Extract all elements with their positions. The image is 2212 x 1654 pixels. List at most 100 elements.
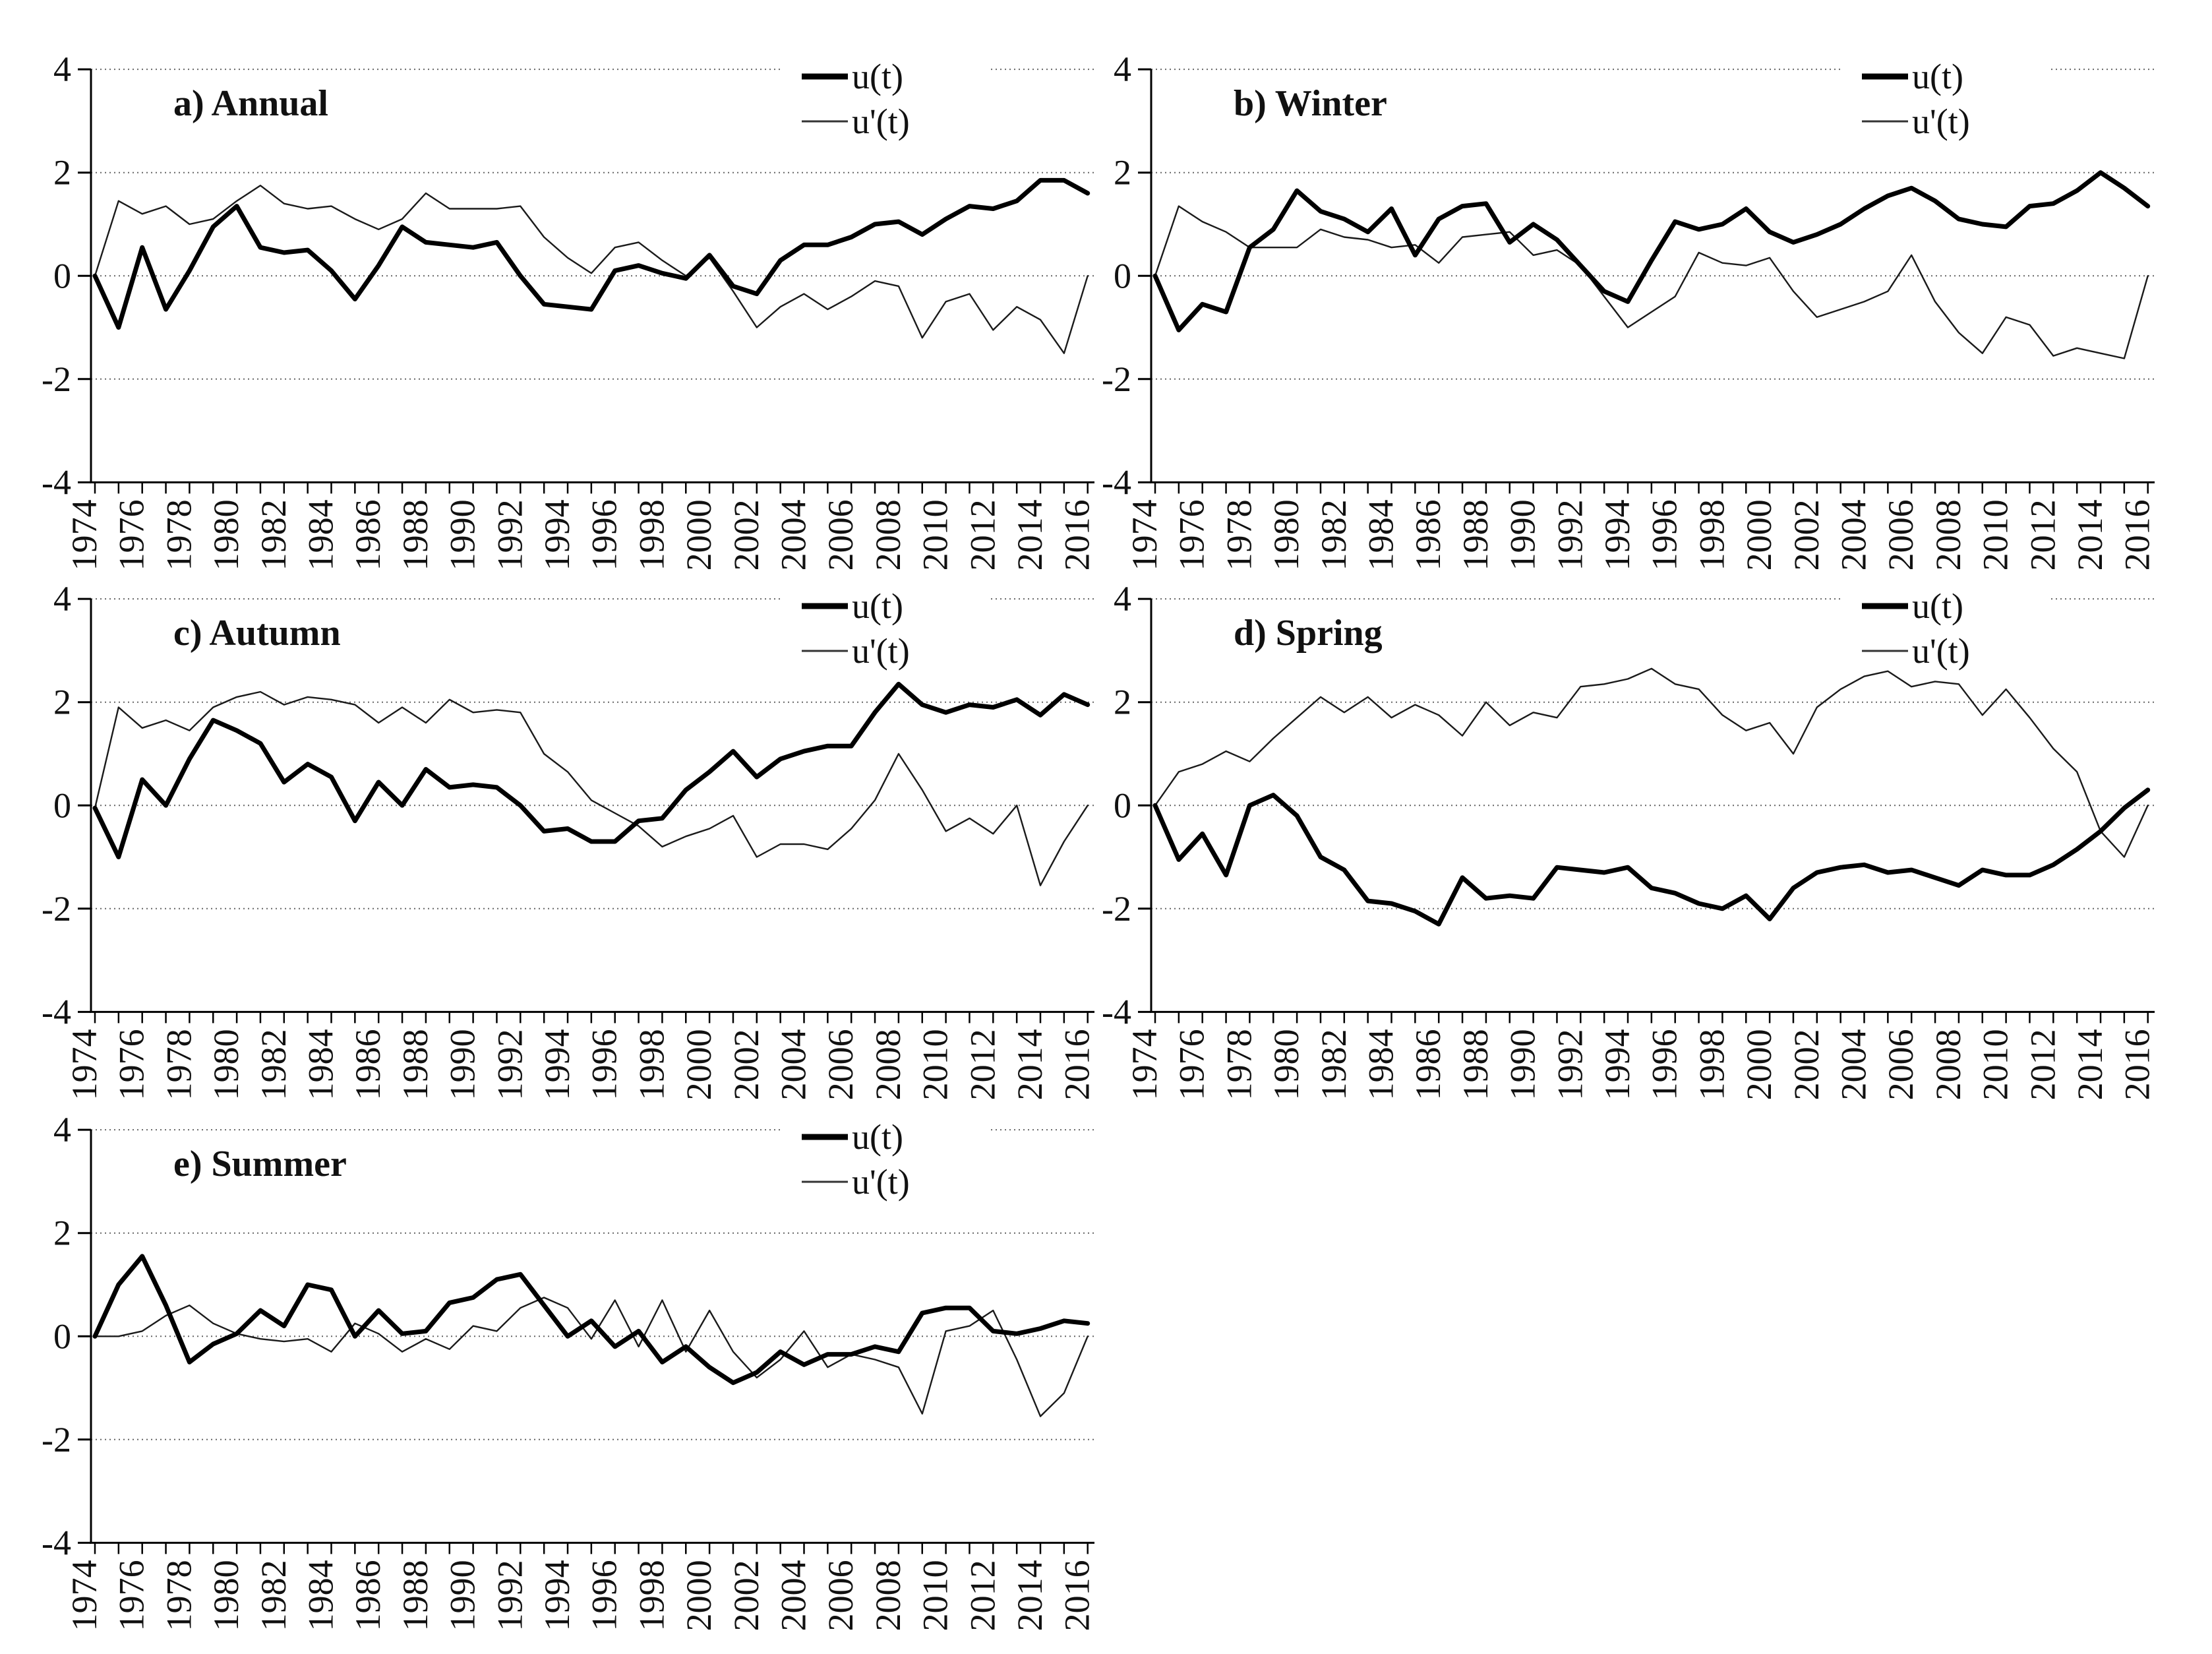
series-ut-line <box>92 1254 1091 1386</box>
y-axis-label: 4 <box>53 49 71 89</box>
x-axis-label: 1984 <box>301 499 341 570</box>
x-axis-label: 1996 <box>1645 1029 1685 1100</box>
x-axis-label: 1992 <box>490 1029 529 1100</box>
x-axis-label: 2002 <box>1787 499 1826 570</box>
x-axis-label: 2006 <box>1881 499 1921 570</box>
data-series <box>1152 170 2151 359</box>
x-axis-label: 2010 <box>916 1560 955 1631</box>
y-axis-label: 0 <box>1114 785 1131 825</box>
x-axis-label: 1986 <box>1408 499 1448 570</box>
legend: u(t) u'(t) <box>1843 55 2048 146</box>
y-axis-label: 2 <box>53 683 71 722</box>
x-axis-label: 1994 <box>1598 1029 1637 1100</box>
x-axis-label: 1980 <box>1267 499 1306 570</box>
series-upt-line <box>94 1297 1089 1417</box>
x-axis-label: 2008 <box>868 1560 908 1631</box>
x-axis-label: 1988 <box>1456 499 1495 570</box>
x-axis-label: 2006 <box>821 1560 860 1631</box>
x-axis-label: 2000 <box>679 1560 719 1631</box>
x-axis-label: 1986 <box>1408 1029 1448 1100</box>
x-axis-label: 2000 <box>1739 499 1779 570</box>
x-axis-label: 2002 <box>727 499 766 570</box>
y-axis-label: 0 <box>53 785 71 825</box>
x-axis-label: 1996 <box>585 499 624 570</box>
x-axis-label: 2000 <box>1739 1029 1779 1100</box>
x-axis-label: 1974 <box>65 499 104 570</box>
y-axis-label: -4 <box>42 462 71 502</box>
x-axis-label: 2004 <box>774 1029 814 1100</box>
x-axis-label: 2010 <box>1976 1029 2016 1100</box>
x-axis-label: 1998 <box>632 1029 671 1100</box>
x-axis-label: 1976 <box>1172 1029 1212 1100</box>
data-series <box>92 681 1091 886</box>
x-axis-label: 2016 <box>1058 1560 1097 1631</box>
x-axis-label: 2008 <box>1928 499 1968 570</box>
data-series <box>92 177 1091 354</box>
x-axis-label: 1994 <box>537 499 577 570</box>
x-axis-label: 1980 <box>1267 1029 1306 1100</box>
series-ut-line <box>1152 787 2151 927</box>
x-axis-label: 2006 <box>1881 1029 1921 1100</box>
x-axis-label: 1992 <box>490 1560 529 1631</box>
y-axis-label: 2 <box>1114 153 1131 193</box>
chart-spring: 4 2 0 -2 -4 1974 1976 1978 1980 1982 1984 1986 1988 1… <box>1085 530 2206 1123</box>
x-axis-label: 1976 <box>1172 499 1212 570</box>
chart-annual: 4 2 0 -2 -4 1974 1976 1978 1980 1982 1984 1986 1988 1… <box>25 0 1146 594</box>
series-upt-line <box>1154 667 2149 858</box>
chart-title: e) Summer <box>173 1144 347 1184</box>
legend: u(t) u'(t) <box>783 585 988 676</box>
y-axis-label: 0 <box>1114 256 1131 295</box>
legend-background <box>1843 585 2048 676</box>
legend-label-upt: u'(t) <box>1912 631 1970 671</box>
data-series <box>92 1254 1091 1417</box>
y-axis-label: -2 <box>1102 359 1131 399</box>
x-axis-label: 1986 <box>348 499 388 570</box>
legend: u(t) u'(t) <box>783 1116 988 1207</box>
x-axis-label: 2012 <box>2023 1029 2062 1100</box>
x-axis-label: 2016 <box>2118 499 2157 570</box>
x-axis-label: 2012 <box>963 499 1002 570</box>
x-axis-label: 2010 <box>1976 499 2016 570</box>
x-axis-label: 2004 <box>774 499 814 570</box>
chart-title: c) Autumn <box>173 613 341 654</box>
x-axis-label: 2006 <box>821 499 860 570</box>
x-axis-label: 1982 <box>254 1029 293 1100</box>
x-axis-label: 2008 <box>1928 1029 1968 1100</box>
chart-summer: 4 2 0 -2 -4 1974 1976 1978 1980 1982 1984 1986 1988 1… <box>25 1060 1146 1654</box>
legend: u(t) u'(t) <box>783 55 988 146</box>
y-axis-label: -2 <box>42 889 71 929</box>
legend-background <box>783 1116 988 1207</box>
x-axis-label: 1980 <box>206 1029 246 1100</box>
y-axis-label: -2 <box>42 1420 71 1459</box>
x-axis-label: 1978 <box>159 499 198 570</box>
x-axis-label: 2002 <box>727 1560 766 1631</box>
x-axis-label: 1994 <box>537 1560 577 1631</box>
chart-title: d) Spring <box>1234 613 1383 654</box>
x-axis-label: 2000 <box>679 499 719 570</box>
x-axis-label: 2012 <box>963 1560 1002 1631</box>
x-axis-label: 1978 <box>159 1029 198 1100</box>
x-axis-label: 1974 <box>1125 1029 1164 1100</box>
x-axis-label: 1982 <box>254 1560 293 1631</box>
y-axis-label: -4 <box>42 1523 71 1562</box>
x-axis-label: 1986 <box>348 1029 388 1100</box>
x-axis-label: 1990 <box>1503 499 1543 570</box>
x-axis-label: 1990 <box>443 1560 483 1631</box>
y-axis-label: 4 <box>1114 579 1131 619</box>
x-axis-label: 1998 <box>632 499 671 570</box>
x-axis-label: 1998 <box>632 1560 671 1631</box>
x-axis-label: 2016 <box>2118 1029 2157 1100</box>
x-axis-label: 1980 <box>206 1560 246 1631</box>
x-axis-label: 1990 <box>443 499 483 570</box>
x-axis-label: 1998 <box>1692 499 1731 570</box>
legend-label-upt: u'(t) <box>1912 102 1970 141</box>
legend-label-ut: u(t) <box>1912 586 1963 626</box>
x-axis-label: 1976 <box>112 1029 152 1100</box>
x-axis-label: 1984 <box>1361 499 1401 570</box>
x-axis-label: 1978 <box>1219 1029 1259 1100</box>
x-axis-label: 2010 <box>916 1029 955 1100</box>
x-axis-label: 1980 <box>206 499 246 570</box>
y-axis-label: -4 <box>1102 992 1131 1031</box>
legend-label-upt: u'(t) <box>852 1162 910 1202</box>
